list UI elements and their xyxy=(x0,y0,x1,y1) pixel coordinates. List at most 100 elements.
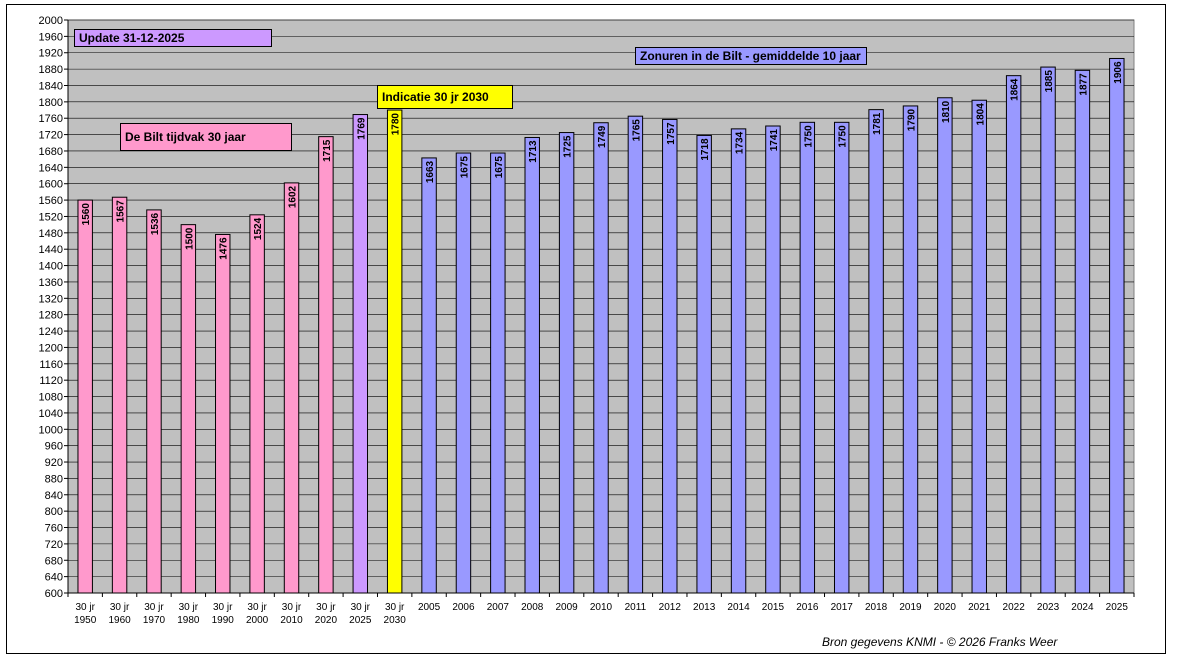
y-tick-label: 1680 xyxy=(39,146,63,158)
y-tick-label: 1160 xyxy=(39,359,63,371)
bar xyxy=(833,121,850,594)
y-tick-label: 1360 xyxy=(39,277,63,289)
bar xyxy=(318,136,334,594)
data-label: 1757 xyxy=(666,122,677,145)
y-tick-label: 1200 xyxy=(39,342,63,354)
data-label: 1536 xyxy=(150,212,161,235)
bar xyxy=(490,152,506,594)
bar xyxy=(180,224,197,594)
data-label: 1765 xyxy=(631,119,642,142)
bar xyxy=(627,115,644,594)
data-label: 1749 xyxy=(597,125,608,148)
source-credit: Bron gegevens KNMI - © 2026 Franks Weer xyxy=(822,635,1058,649)
bar xyxy=(111,196,128,594)
bar xyxy=(662,118,678,594)
data-label: 1804 xyxy=(975,103,986,126)
y-tick-label: 600 xyxy=(45,588,63,600)
bar xyxy=(352,114,369,594)
x-tick-label: 2019 xyxy=(899,602,922,613)
bar xyxy=(455,152,472,594)
bar xyxy=(421,157,437,594)
bar xyxy=(1109,57,1125,594)
data-label: 1810 xyxy=(941,100,952,123)
x-tick-label: 2015 xyxy=(762,602,785,613)
x-tick-label: 2006 xyxy=(452,602,475,613)
bar xyxy=(249,214,265,594)
x-tick-label: 1960 xyxy=(108,615,131,626)
y-tick-label: 1560 xyxy=(39,195,63,207)
bar xyxy=(77,199,93,594)
data-label: 1718 xyxy=(700,138,711,161)
bar xyxy=(971,99,987,594)
x-tick-label: 30 jr xyxy=(351,602,371,613)
x-tick-label: 2022 xyxy=(1003,602,1026,613)
data-label: 1864 xyxy=(1010,78,1021,101)
data-label: 1713 xyxy=(528,140,539,163)
bar xyxy=(283,182,300,594)
x-tick-label: 1980 xyxy=(177,615,200,626)
x-tick-label: 30 jr xyxy=(247,602,267,613)
x-tick-label: 2012 xyxy=(659,602,682,613)
bar xyxy=(696,134,712,594)
y-tick-label: 800 xyxy=(45,506,63,518)
data-label: 1750 xyxy=(838,125,849,148)
y-tick-label: 1960 xyxy=(39,31,63,43)
x-tick-label: 2013 xyxy=(693,602,716,613)
data-label: 1524 xyxy=(253,217,264,240)
indicatie-label: Indicatie 30 jr 2030 xyxy=(377,85,513,109)
x-tick-label: 30 jr xyxy=(316,602,336,613)
x-tick-label: 30 jr xyxy=(110,602,130,613)
y-tick-label: 1720 xyxy=(39,130,63,142)
data-label: 1663 xyxy=(425,160,436,183)
y-tick-label: 1640 xyxy=(39,162,63,174)
x-tick-label: 30 jr xyxy=(282,602,302,613)
chart-frame: 600 640 680 720 760 800 840 880 920 960 1000 1040 10… xyxy=(6,4,1166,654)
x-tick-label: 2023 xyxy=(1037,602,1060,613)
y-tick-label: 1040 xyxy=(39,408,63,420)
bar xyxy=(593,122,609,594)
x-tick-label: 30 jr xyxy=(75,602,95,613)
y-tick-label: 640 xyxy=(45,572,63,584)
x-tick-label: 1950 xyxy=(74,615,97,626)
bar xyxy=(868,109,884,594)
bar xyxy=(937,97,953,594)
y-tick-label: 1800 xyxy=(39,97,63,109)
data-label: 1906 xyxy=(1113,61,1124,84)
x-tick-label: 2025 xyxy=(349,615,372,626)
chart-title: Zonuren in de Bilt - gemiddelde 10 jaar xyxy=(635,47,867,65)
y-tick-label: 760 xyxy=(45,523,63,535)
y-tick-label: 1920 xyxy=(39,48,63,60)
y-tick-label: 1240 xyxy=(39,326,63,338)
data-label: 1877 xyxy=(1078,73,1089,96)
data-label: 1675 xyxy=(459,156,470,179)
x-tick-label: 30 jr xyxy=(385,602,405,613)
y-tick-label: 1600 xyxy=(39,179,63,191)
x-tick-label: 2030 xyxy=(384,615,407,626)
y-tick-label: 1760 xyxy=(39,113,63,125)
x-tick-label: 2017 xyxy=(831,602,854,613)
x-tick-label: 2008 xyxy=(521,602,544,613)
bar xyxy=(765,125,781,594)
x-tick-label: 1990 xyxy=(212,615,235,626)
y-tick-label: 1080 xyxy=(39,392,63,404)
y-tick-label: 1880 xyxy=(39,64,63,76)
x-tick-label: 2020 xyxy=(934,602,957,613)
bar xyxy=(1005,75,1022,594)
x-tick-label: 2007 xyxy=(487,602,510,613)
x-tick-label: 2014 xyxy=(727,602,750,613)
y-tick-label: 1120 xyxy=(39,375,63,387)
data-label: 1500 xyxy=(184,227,195,250)
bar xyxy=(1040,66,1056,594)
data-label: 1602 xyxy=(288,185,299,208)
y-tick-label: 960 xyxy=(45,441,63,453)
x-tick-label: 2020 xyxy=(315,615,338,626)
sunshine-bar-chart: 600 640 680 720 760 800 840 880 920 960 1000 1040 10… xyxy=(39,15,1135,626)
bar xyxy=(386,109,403,594)
bar xyxy=(215,233,231,594)
data-label: 1780 xyxy=(391,113,402,136)
y-tick-label: 1320 xyxy=(39,293,63,305)
x-tick-label: 2010 xyxy=(590,602,613,613)
y-tick-label: 1520 xyxy=(39,211,63,223)
y-tick-label: 1000 xyxy=(39,424,63,436)
data-label: 1790 xyxy=(906,109,917,132)
